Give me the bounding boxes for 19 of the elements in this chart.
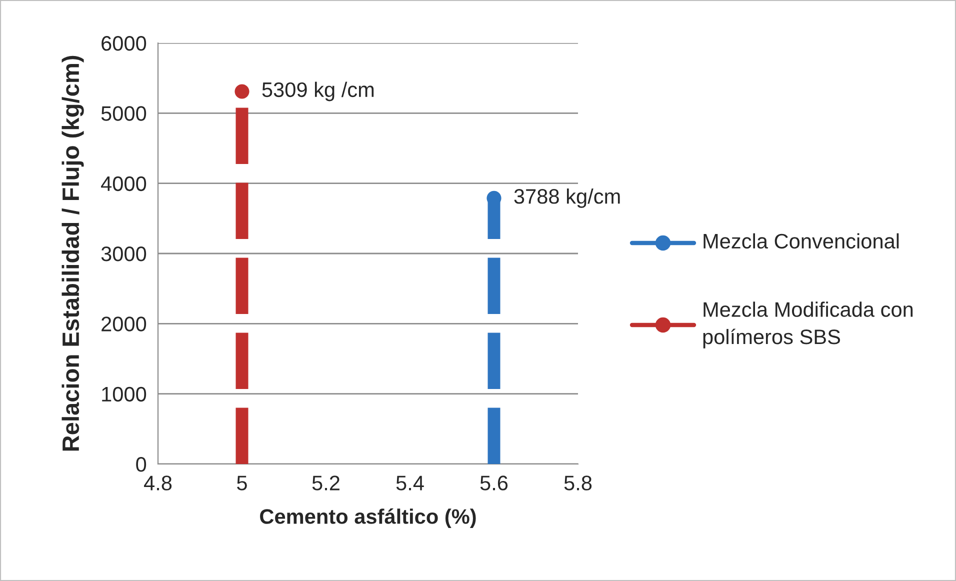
y-tick-label: 4000 [101, 176, 146, 192]
y-tick-label: 6000 [102, 36, 146, 51]
x-tick-label: 4.8 [144, 476, 172, 490]
y-tick-label: 2000 [102, 316, 146, 332]
y-tick-label: 1000 [102, 386, 146, 402]
y-tick-label: 5000 [101, 106, 146, 121]
x-tick-label: 5.4 [396, 476, 424, 490]
legend-label: Mezcla Modificada con polímeros SBS [703, 302, 913, 348]
x-tick-label: 5.2 [312, 476, 340, 490]
annotation: 3788 kg/cm [514, 188, 620, 208]
y-tick-label: 3000 [101, 246, 146, 262]
y-axis-title: Relacion Estabilidad / Flujo (kg/cm) [62, 56, 84, 451]
x-tick-label: 5.6 [480, 476, 508, 490]
x-tick-label: 5.8 [564, 476, 592, 490]
legend-label: Mezcla Convencional [704, 233, 899, 249]
y-tick-label: 0 [136, 457, 146, 472]
annotation: 5309 kg /cm [262, 82, 374, 102]
x-tick-label: 5 [237, 476, 247, 490]
x-axis-title: Cemento asfáltico (%) [260, 508, 476, 528]
